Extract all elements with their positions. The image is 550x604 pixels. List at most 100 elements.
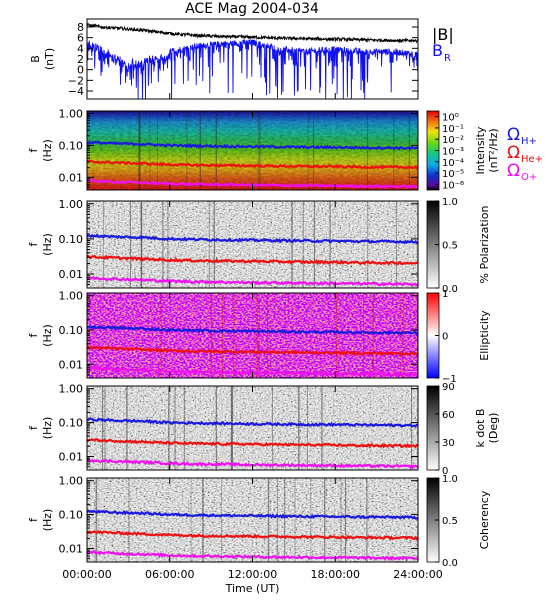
ellipticity-ytick-label: 1.00	[59, 290, 84, 303]
intensity-colorbar-title: Intensity	[474, 126, 487, 174]
intensity-colorbar-tick-label: 10⁰	[442, 113, 459, 124]
k-dot-b-ylabel-unit: (Hz)	[41, 417, 54, 440]
coherency-colorbar-title: Coherency	[478, 490, 491, 549]
intensity-texture	[87, 111, 418, 190]
intensity-ytick-label: 1.00	[59, 108, 84, 121]
field-ytick-label: −4	[68, 85, 84, 98]
polarization-ytick-label: 0.10	[59, 233, 84, 246]
intensity-omega-he-line	[87, 159, 418, 170]
ellipticity-colorbar-tick-label: 1	[442, 289, 448, 300]
coherency-ytick-label: 0.01	[59, 543, 84, 556]
spectral-panels: 1.000.100.01f (Hz)10⁰10⁻¹10⁻²10⁻³10⁻⁴10⁻⁵…	[27, 108, 500, 569]
polarization-texture	[87, 201, 418, 288]
legend-b-total: |B|	[432, 25, 454, 44]
intensity-colorbar-tick-label: 10⁻¹	[442, 124, 464, 135]
k-dot-b-colorbar-tick-label: 60	[442, 410, 455, 421]
ellipticity-panel: 1.00 0.10 0.01 f (Hz) 1 0 −1 Ellipticity	[27, 289, 491, 385]
ellipticity-omega-he-line	[87, 345, 418, 357]
ellipticity-omega-h-line	[87, 324, 418, 336]
intensity-colorbar-tick-label: 10⁻²	[442, 135, 464, 146]
ellipticity-colorbar-title: Ellipticity	[478, 310, 491, 361]
k-dot-b-colorbar	[426, 385, 440, 471]
field-ytick-label: 4	[77, 42, 84, 55]
legend-omega-h-subscript: H+	[521, 136, 537, 147]
polarization-image	[87, 201, 418, 288]
k-dot-b-colorbar-tick-label: 90	[442, 382, 455, 393]
legend-omega-he: Ω	[507, 143, 520, 163]
polarization-colorbar-tick-label: 0.5	[442, 241, 458, 252]
legend-br-subscript: R	[444, 53, 451, 64]
polarization-colorbar-title: % Polarization	[478, 206, 491, 284]
ellipticity-ylabel-unit: (Hz)	[41, 324, 54, 347]
coherency-omega-h-line	[87, 509, 418, 520]
b-total-series-line	[87, 22, 418, 44]
field-ylabel: B	[29, 55, 42, 63]
field-ytick-label: 2	[77, 53, 84, 66]
intensity-ytick-label: 0.10	[59, 139, 84, 152]
coherency-ytick-label: 1.00	[59, 475, 84, 488]
ellipticity-texture	[87, 293, 418, 378]
k-dot-b-image	[87, 386, 418, 470]
intensity-ylabel-unit: (Hz)	[41, 139, 54, 162]
field-ylabel-unit: (nT)	[43, 48, 56, 70]
intensity-colorbar-tick-label: 10⁻⁴	[442, 158, 464, 169]
legend-omega-he-subscript: He+	[521, 154, 543, 165]
coherency-ylabel: f	[27, 517, 40, 522]
k-dot-b-colorbar-unit: (Deg)	[487, 413, 500, 444]
coherency-colorbar-tick-label: 0.5	[442, 516, 458, 527]
field-ytick-label: 6	[77, 32, 84, 45]
polarization-omega-o-line	[87, 276, 418, 287]
coherency-colorbar-tick-label: 0.0	[442, 558, 458, 569]
intensity-colorbar-tick-label: 10⁻⁵	[442, 169, 464, 180]
time-tick-label: 00:00:00	[62, 568, 111, 581]
k-dot-b-ytick-label: 0.10	[59, 417, 84, 430]
legend-omega-h: Ω	[507, 125, 520, 145]
legend-omega-o-subscript: O+	[521, 172, 537, 183]
br-series-line	[87, 38, 418, 99]
k-dot-b-panel: 1.00 0.10 0.01 f (Hz) 90 60 30 0 k dot B (Deg)	[27, 382, 500, 477]
coherency-colorbar-tick-label: 1.0	[442, 474, 458, 485]
polarization-omega-he-line	[87, 254, 418, 266]
intensity-colorbar-tick-label: 10⁻⁶	[442, 180, 464, 191]
coherency-panel: 1.00 0.10 0.01 f (Hz) 1.0 0.5 0.0 Coherency	[27, 474, 491, 569]
intensity-colorbar-tick-label: 10⁻³	[442, 147, 464, 158]
legend-br: B	[432, 41, 443, 60]
ellipticity-ytick-label: 0.01	[59, 358, 84, 371]
field-ytick-label: 0	[77, 64, 84, 77]
k-dot-b-omega-h-line	[87, 417, 418, 428]
polarization-ylabel-unit: (Hz)	[41, 233, 54, 256]
field-ytick-label: −2	[68, 74, 84, 87]
intensity-ytick-label: 0.01	[59, 171, 84, 184]
coherency-texture	[87, 478, 418, 562]
time-tick-label: 24:00:00	[393, 568, 442, 581]
k-dot-b-ylabel: f	[27, 425, 40, 430]
ellipticity-colorbar-tick-label: 0	[442, 332, 448, 343]
coherency-image	[87, 478, 418, 562]
polarization-ytick-label: 1.00	[59, 198, 84, 211]
k-dot-b-colorbar-title: k dot B	[474, 409, 487, 448]
field-traces	[87, 22, 418, 99]
gyrofrequency-legend: Ω H+Ω He+Ω O+	[507, 125, 543, 183]
intensity-image	[87, 111, 418, 190]
k-dot-b-ytick-label: 0.01	[59, 451, 84, 464]
ellipticity-ytick-label: 0.10	[59, 324, 84, 337]
time-tick-label: 18:00:00	[311, 568, 360, 581]
time-tick-label: 06:00:00	[145, 568, 194, 581]
time-axis-label: Time (UT)	[225, 582, 280, 595]
k-dot-b-omega-he-line	[87, 438, 418, 449]
ellipticity-colorbar-tick-label: −1	[442, 374, 457, 385]
legend-omega-o: Ω	[507, 161, 520, 181]
polarization-ylabel: f	[27, 241, 40, 246]
k-dot-b-colorbar-tick-label: 0	[442, 466, 448, 477]
time-axis: 00:00:00 06:00:00 12:00:00 18:00:00 24:00:00…	[62, 568, 442, 595]
polarization-omega-h-line	[87, 232, 418, 245]
k-dot-b-colorbar-tick-label: 30	[442, 438, 455, 449]
polarization-ytick-label: 0.01	[59, 268, 84, 281]
polarization-colorbar-tick-label: 1.0	[442, 197, 458, 208]
intensity-omega-h-line	[87, 140, 418, 151]
figure-title: ACE Mag 2004-034	[185, 1, 319, 17]
k-dot-b-ytick-label: 1.00	[59, 383, 84, 396]
